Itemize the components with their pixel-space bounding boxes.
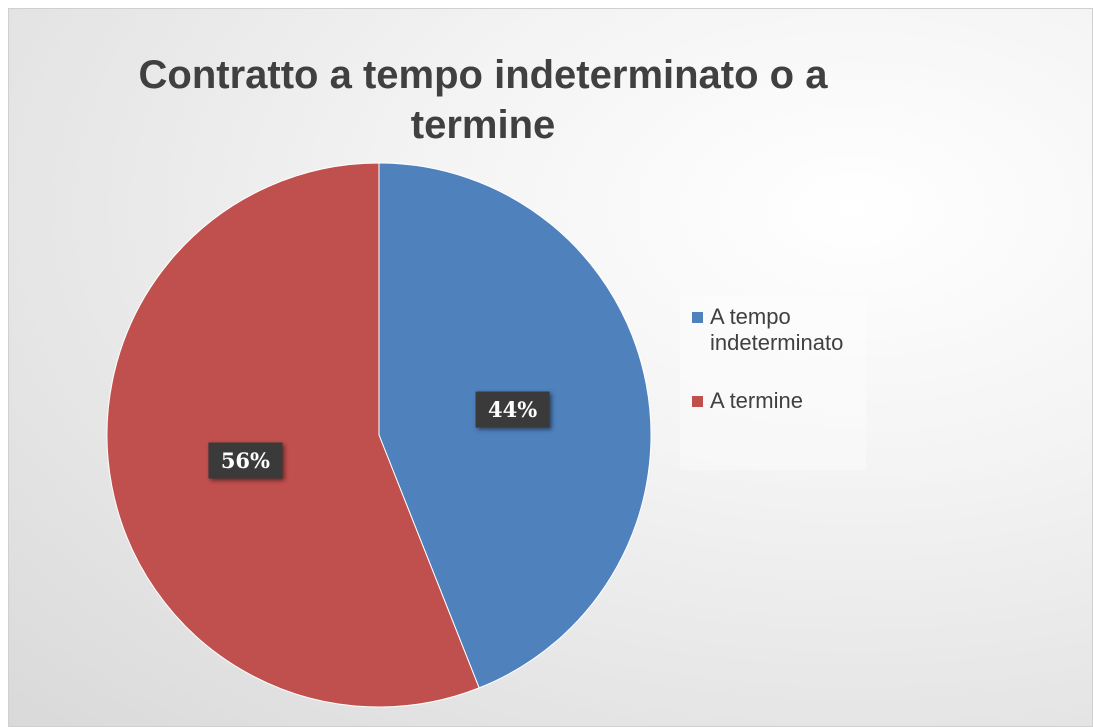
legend-label: A tempo indeterminato: [710, 304, 844, 355]
data-label-box: [208, 442, 283, 479]
legend-swatch: [692, 396, 703, 407]
data-label-box: [475, 391, 550, 428]
data-label: 44%: [488, 397, 537, 422]
pie-slice: [106, 162, 480, 708]
legend-label: A termine: [710, 388, 803, 413]
data-label: 56%: [221, 448, 270, 473]
legend-swatch: [692, 312, 703, 323]
legend: A tempo indeterminato A termine: [680, 296, 866, 470]
chart-title: Contratto a tempo indeterminato o a term…: [138, 53, 828, 147]
